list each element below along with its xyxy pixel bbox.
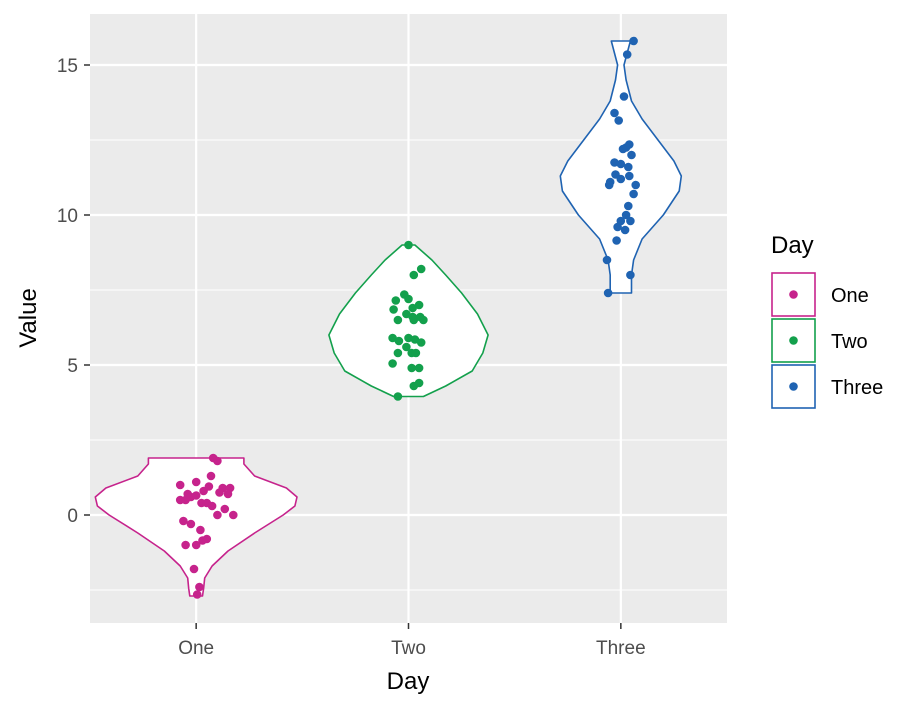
data-point-one (191, 540, 201, 550)
data-point-three (624, 201, 633, 211)
jitter-points (175, 36, 640, 599)
data-point-one (223, 489, 233, 499)
legend-key-three (771, 364, 816, 409)
y-tick-label: 10 (57, 206, 78, 227)
data-point-two (394, 336, 404, 346)
data-point-three (619, 92, 629, 101)
x-tick-label: One (178, 638, 214, 659)
data-point-one (195, 582, 204, 592)
data-point-one (192, 590, 202, 599)
data-point-three (631, 180, 640, 190)
data-point-three (621, 210, 631, 220)
data-point-three (625, 171, 634, 181)
data-point-one (198, 536, 207, 545)
data-point-two (416, 338, 426, 347)
data-point-two (411, 348, 421, 358)
data-point-three (610, 158, 619, 167)
legend-title: Day (771, 232, 814, 259)
data-point-two (402, 342, 411, 352)
legend-label-two: Two (831, 331, 868, 353)
data-point-one (179, 516, 188, 526)
data-point-two (414, 363, 424, 373)
data-point-three (627, 150, 636, 160)
legend-label-one: One (831, 285, 869, 307)
legend-items: One Two Three (771, 272, 883, 409)
legend-point-one (789, 290, 798, 299)
data-point-two (393, 315, 403, 325)
data-point-three (612, 236, 621, 245)
data-point-two (408, 312, 418, 322)
data-point-one (208, 453, 218, 463)
data-point-one (189, 564, 199, 574)
data-point-three (629, 189, 638, 199)
data-point-two (407, 363, 417, 373)
data-point-three (626, 216, 635, 226)
data-point-one (220, 504, 230, 514)
data-point-one (175, 480, 185, 490)
data-point-three (629, 36, 638, 46)
y-tick-label: 5 (67, 356, 78, 377)
data-point-one (181, 540, 190, 550)
axes: 0 5 10 15 One Two Three (57, 56, 646, 659)
x-tick-label: Three (596, 638, 646, 659)
violin-one (94, 457, 298, 597)
legend-point-three (789, 382, 798, 391)
data-point-two (419, 315, 428, 325)
data-point-two (393, 348, 403, 358)
data-point-one (196, 525, 205, 535)
data-point-three (602, 255, 612, 265)
x-tick-label: Two (391, 638, 426, 659)
data-point-three (610, 108, 619, 118)
data-point-one (191, 477, 201, 487)
data-point-two (414, 300, 424, 310)
data-point-one (213, 510, 222, 520)
data-point-two (404, 294, 413, 304)
data-point-two (414, 378, 424, 388)
violin-two (328, 244, 489, 398)
data-point-one (186, 519, 196, 529)
legend-point-two (789, 336, 798, 345)
data-point-three (616, 174, 626, 184)
legend-label-three: Three (831, 377, 883, 399)
data-point-three (620, 225, 630, 235)
data-point-one (215, 488, 224, 497)
data-point-one (229, 510, 238, 520)
data-point-one (207, 501, 217, 511)
data-point-two (389, 305, 398, 314)
data-point-two (408, 303, 418, 313)
data-point-three (624, 162, 633, 172)
data-point-three (626, 270, 635, 280)
data-point-two (416, 264, 426, 274)
data-point-three (614, 116, 623, 125)
data-point-three (604, 180, 614, 190)
data-point-three (613, 222, 622, 232)
data-point-two (391, 296, 401, 305)
data-point-three (621, 143, 631, 152)
data-point-one (204, 482, 214, 491)
data-point-two (409, 270, 419, 280)
legend: Day One Two Three (771, 232, 883, 409)
data-point-three (622, 50, 632, 59)
y-tick-label: 15 (57, 56, 78, 77)
data-point-two (393, 392, 403, 401)
x-axis-title: Day (387, 668, 430, 695)
data-point-two (388, 359, 397, 368)
data-point-two (404, 240, 413, 250)
y-tick-label: 0 (67, 506, 78, 527)
data-point-three (603, 288, 613, 298)
y-axis-title: Value (15, 288, 42, 348)
data-point-one (206, 471, 216, 481)
data-point-one (191, 491, 201, 500)
